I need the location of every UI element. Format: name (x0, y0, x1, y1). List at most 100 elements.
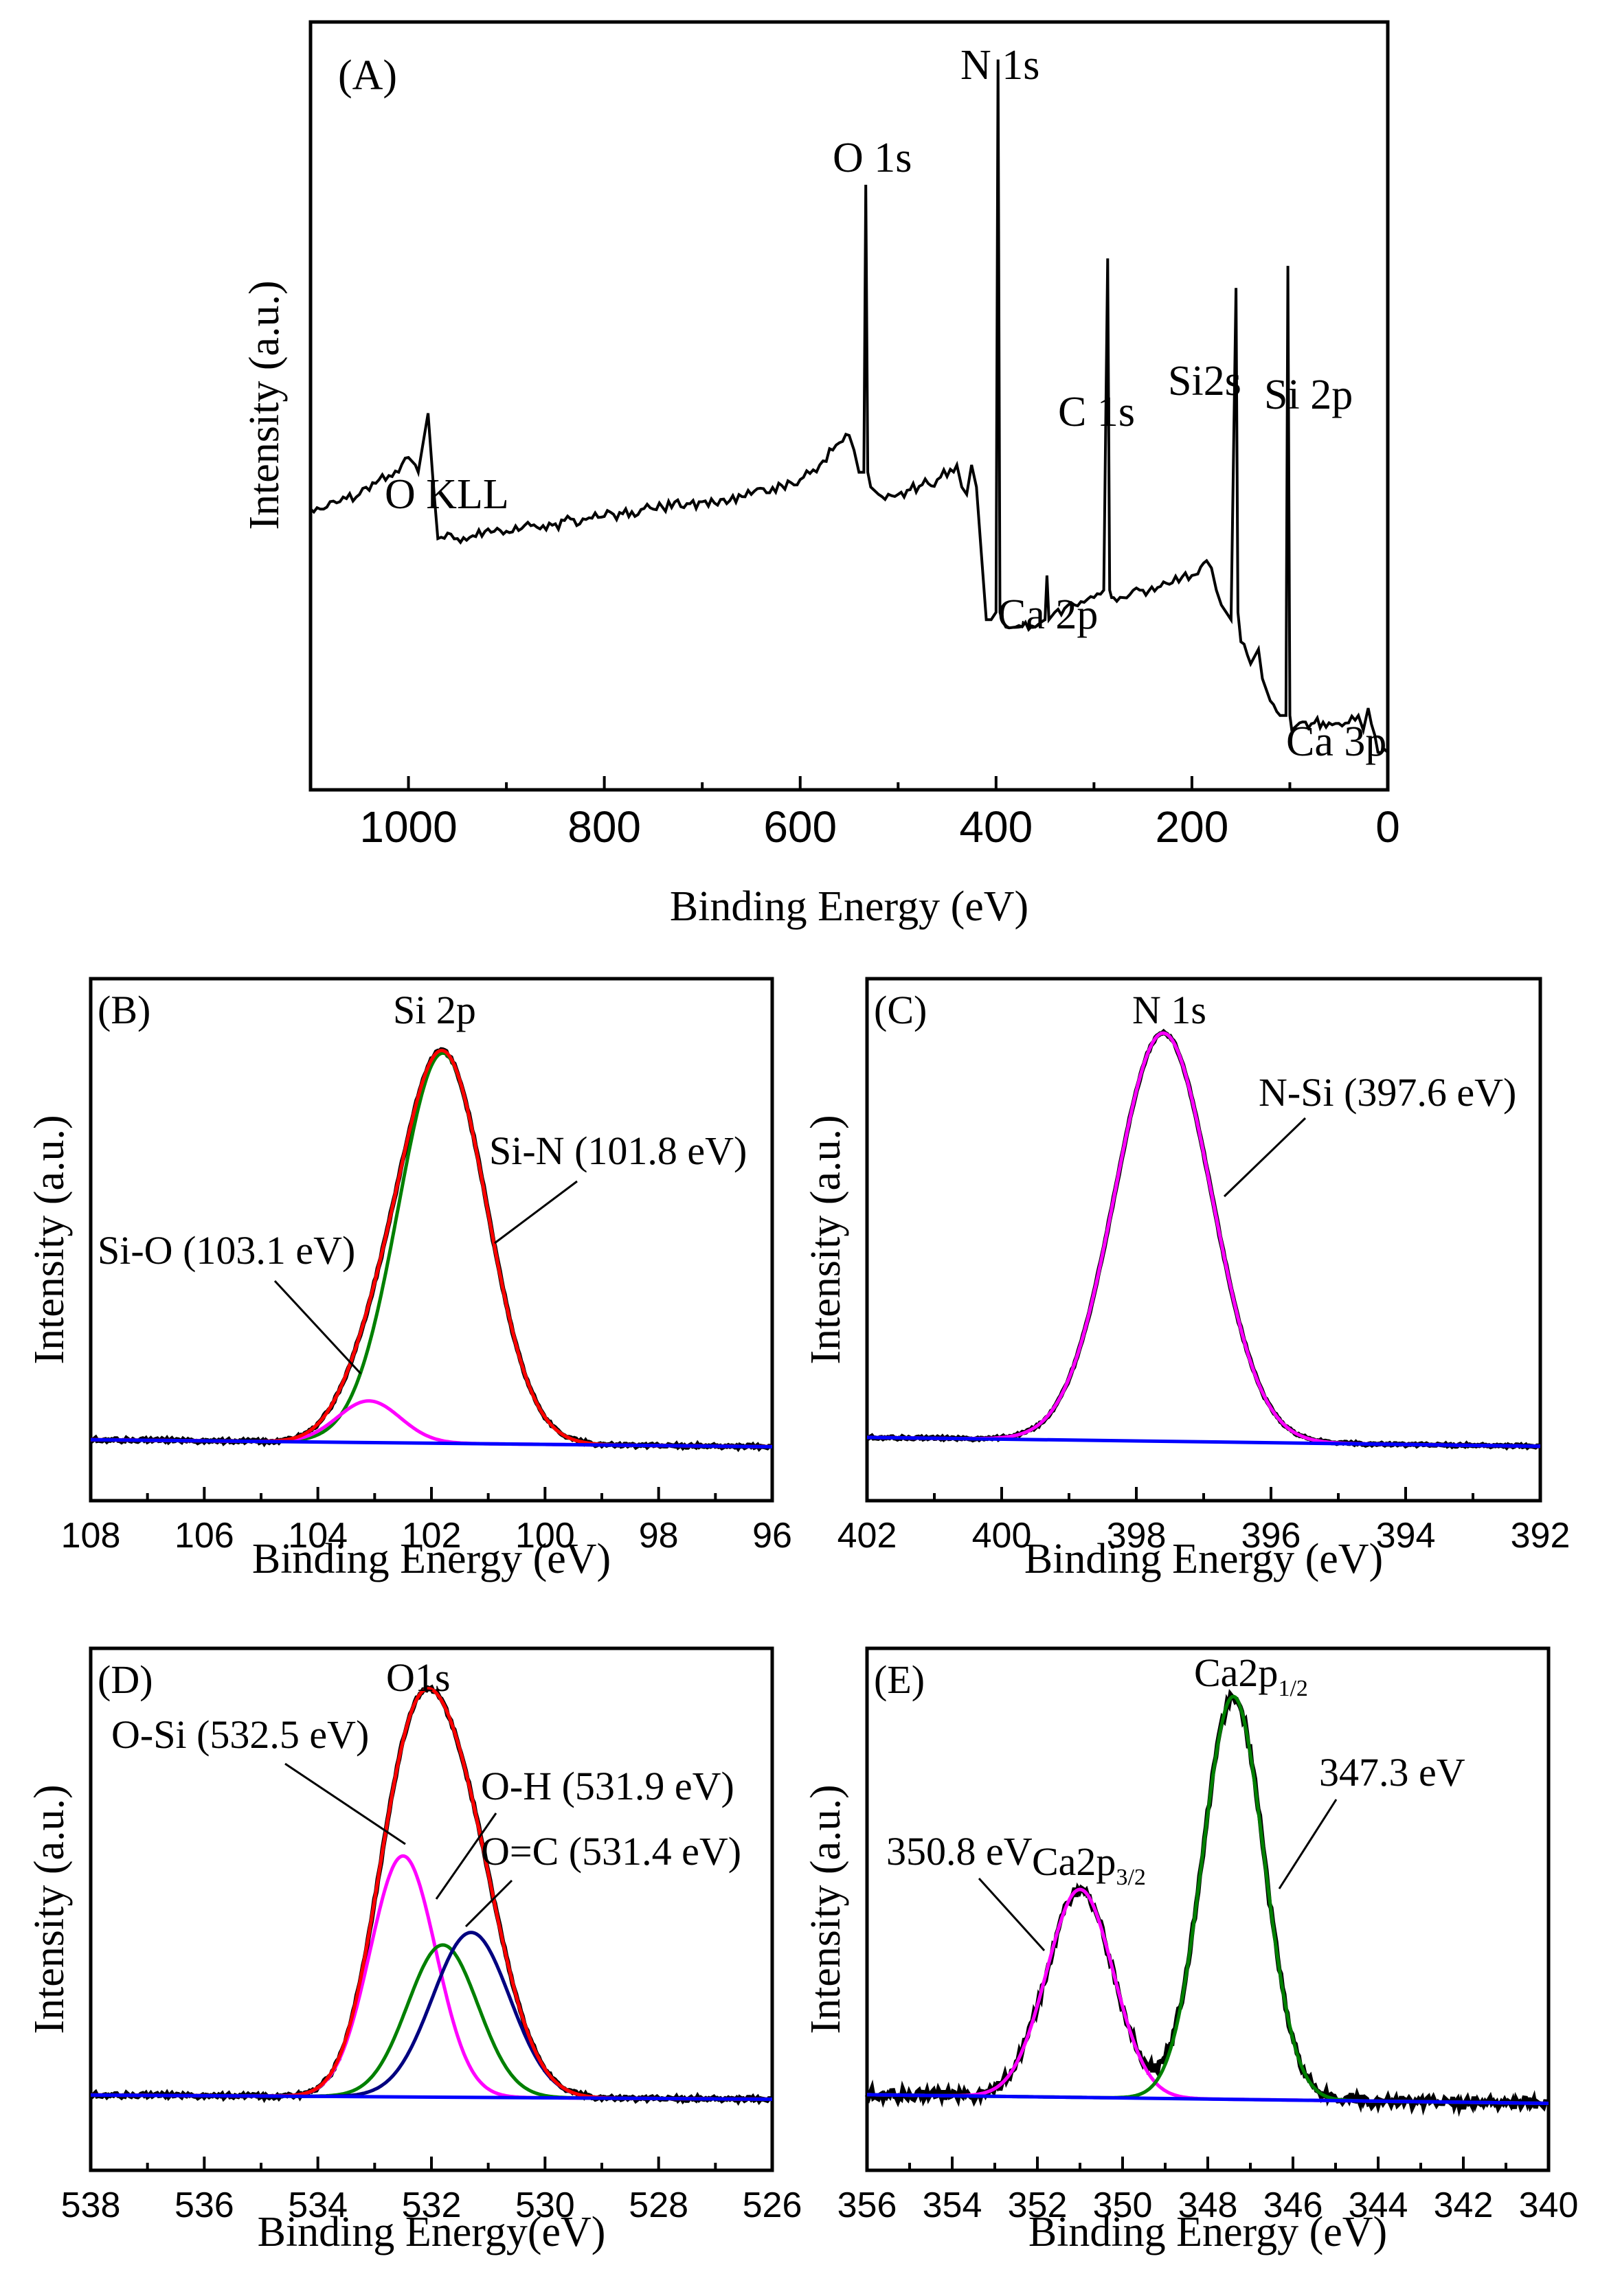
panel-e-x-axis-title: Binding Energy (eV) (1028, 2209, 1387, 2255)
panel-c-frame (865, 977, 1542, 1503)
panel-d-curves (89, 1684, 773, 2106)
x-tick-label-b: 96 (752, 1516, 792, 1556)
background-c (866, 1435, 1541, 1448)
x-tick-label-c: 400 (972, 1516, 1032, 1556)
panel-a-y-axis-title: Intensity (a.u.) (241, 280, 288, 530)
peak-label-o-kll: O KLL (385, 471, 509, 518)
annotation-si-n: Si-N (101.8 eV) (489, 1128, 747, 1173)
annotation-o-si: O-Si (532.5 eV) (111, 1712, 369, 1757)
x-tick-label-a: 800 (567, 802, 641, 852)
component-d-2 (91, 1943, 772, 2101)
x-tick-label-d: 534 (288, 2185, 348, 2225)
x-tick-label-b: 106 (175, 1516, 234, 1556)
x-tick-label-d: 526 (743, 2185, 802, 2225)
panel-b-ticks (89, 1487, 774, 1501)
x-tick-label-c: 396 (1241, 1516, 1301, 1556)
panel-b-curves (89, 1047, 773, 1453)
x-tick-label-e: 342 (1434, 2185, 1494, 2225)
x-tick-label-a: 0 (1375, 802, 1400, 852)
x-tick-label-e: 340 (1519, 2185, 1579, 2225)
peak-label-o-1s: O 1s (833, 135, 912, 181)
panel-a-x-axis-title: Binding Energy (eV) (670, 883, 1028, 930)
peak-label-c-1s: C 1s (1058, 389, 1135, 435)
panel-d-tick-labels: 538 536 534 532 530 528 526 (61, 2185, 802, 2225)
annotation-n-si: N-Si (397.6 eV) (1259, 1070, 1516, 1115)
panel-e-y-axis-title: Intensity (a.u.) (802, 1784, 849, 2034)
panel-b-tick-labels: 108 106 104 102 100 98 96 (61, 1516, 792, 1556)
panel-d: 538 536 534 532 530 528 526 (D) O1s Binding En… (26, 1646, 802, 2255)
component-d-1 (91, 1854, 772, 2101)
x-tick-label-d: 538 (61, 2185, 121, 2225)
panel-e-tick-labels: 356 354 352 350 348 346 344 342 340 (837, 2185, 1579, 2225)
panel-e-label: (E) (874, 1657, 925, 1702)
panel-c: 402 400 398 396 394 392 (C) N 1s Binding Ener… (802, 977, 1571, 1582)
x-tick-label-a: 1000 (359, 802, 457, 852)
peak-label-ca2p-1-2: Ca2p1/2 (1194, 1650, 1308, 1701)
panel-d-label: (D) (98, 1657, 153, 1702)
component-e-1 (867, 1887, 1549, 2105)
peak-label-ca2p-1-2-main: Ca2p (1194, 1650, 1278, 1695)
panel-a-label: (A) (338, 52, 397, 99)
panel-b-x-axis-title: Binding Energy (eV) (252, 1536, 611, 1582)
background-e (866, 2093, 1549, 2105)
panel-c-x-axis-title: Binding Energy (eV) (1024, 1536, 1383, 1582)
annotation-o-h: O-H (531.9 eV) (481, 1764, 734, 1808)
annotation-o-si-arrow (284, 1762, 406, 1845)
x-tick-label-b: 100 (515, 1516, 575, 1556)
panel-a: 1000 800 600 400 200 0 (A) Binding Energy (eV… (241, 20, 1400, 930)
panel-b-y-axis-title: Intensity (a.u.) (26, 1115, 73, 1364)
panel-c-ticks (866, 1487, 1542, 1501)
x-tick-label-d: 532 (402, 2185, 462, 2225)
panel-d-ticks (89, 2157, 774, 2170)
x-tick-label-e: 350 (1093, 2185, 1153, 2225)
panel-d-y-axis-title: Intensity (a.u.) (26, 1784, 73, 2034)
panel-c-y-axis-title: Intensity (a.u.) (802, 1115, 849, 1364)
x-tick-label-d: 536 (175, 2185, 234, 2225)
x-tick-label-e: 354 (923, 2185, 982, 2225)
panel-a-tick-labels: 1000 800 600 400 200 0 (359, 802, 1399, 852)
peak-label-ca-2p: Ca 2p (998, 591, 1098, 638)
annotation-si-o: Si-O (103.1 eV) (98, 1228, 355, 1273)
peak-label-si-2s: Si2s (1168, 358, 1241, 405)
annotation-350-8-arrow (978, 1877, 1046, 1952)
background-d (90, 2093, 773, 2101)
panel-e: 356 354 352 350 348 346 344 342 340 (E) Binding … (802, 1646, 1579, 2255)
panel-b-title: Si 2p (393, 988, 476, 1032)
x-tick-label-d: 528 (629, 2185, 688, 2225)
annotation-347-3-ev: 347.3 eV (1319, 1750, 1465, 1795)
x-tick-label-e: 346 (1263, 2185, 1323, 2225)
annotation-n-si-arrow (1223, 1117, 1307, 1198)
x-tick-label-c: 402 (837, 1516, 897, 1556)
annotation-347-3-arrow (1278, 1799, 1338, 1889)
panel-b-label: (B) (98, 988, 150, 1032)
x-tick-label-b: 102 (402, 1516, 462, 1556)
panel-a-survey-spectrum (309, 59, 1389, 754)
panel-d-title: O1s (386, 1655, 450, 1700)
panel-d-x-axis-title: Binding Energy(eV) (258, 2209, 606, 2255)
peak-label-n-1s: N 1s (960, 42, 1039, 89)
panel-c-tick-labels: 402 400 398 396 394 392 (837, 1516, 1571, 1556)
x-tick-label-b: 104 (288, 1516, 348, 1556)
component-d-3 (91, 1931, 772, 2101)
annotation-si-n-arrow (494, 1180, 578, 1244)
x-tick-label-e: 356 (837, 2185, 897, 2225)
peak-label-ca2p-3-2-main: Ca2p (1032, 1839, 1116, 1884)
panel-c-title: N 1s (1132, 988, 1206, 1032)
panel-a-frame (308, 20, 1390, 792)
x-tick-label-b: 108 (61, 1516, 121, 1556)
x-tick-label-e: 348 (1178, 2185, 1238, 2225)
x-tick-label-a: 200 (1156, 802, 1229, 852)
peak-label-si-2p: Si 2p (1264, 372, 1353, 418)
annotation-o-c: O=C (531.4 eV) (481, 1829, 741, 1874)
x-tick-label-e: 352 (1008, 2185, 1068, 2225)
peak-label-ca2p-1-2-sub: 1/2 (1278, 1676, 1307, 1701)
x-tick-label-c: 398 (1107, 1516, 1167, 1556)
x-tick-label-d: 530 (515, 2185, 575, 2225)
panel-e-ticks (866, 2157, 1550, 2170)
annotation-o-c-arrow (464, 1879, 513, 1928)
panel-e-curves (864, 1689, 1549, 2117)
peak-label-ca-3p: Ca 3p (1286, 718, 1386, 765)
x-tick-label-c: 392 (1511, 1516, 1571, 1556)
panel-c-label: (C) (874, 988, 927, 1032)
